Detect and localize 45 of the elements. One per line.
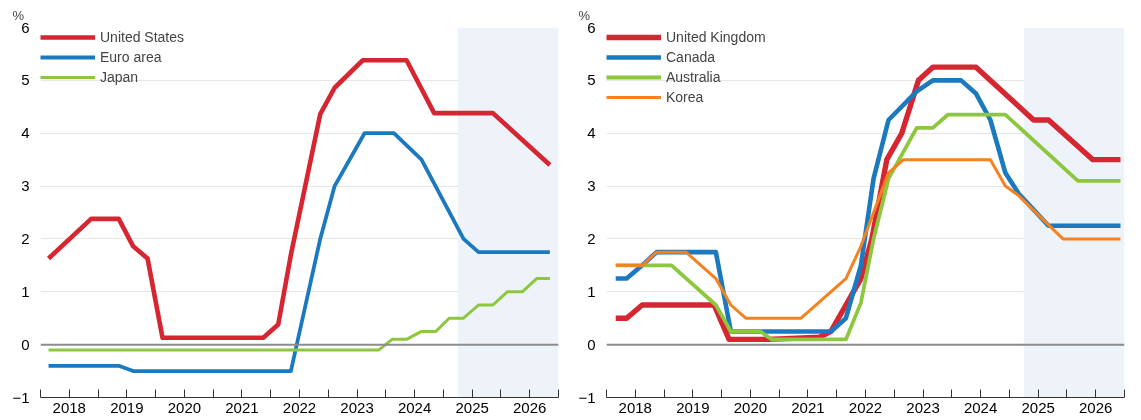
y-tick-label: 5 (587, 71, 596, 89)
x-tick-label: 2022 (848, 398, 883, 416)
x-tick-label: 2019 (676, 398, 710, 416)
y-axis-title: % (12, 7, 25, 23)
y-tick-label: 0 (587, 335, 596, 353)
legend-label: Australia (666, 69, 721, 85)
legend-label: United States (100, 29, 185, 45)
line-series (47, 277, 552, 352)
x-tick-label: 2026 (1079, 398, 1113, 416)
y-tick-label: 3 (21, 177, 30, 195)
x-tick-label: 2021 (225, 398, 259, 416)
line-series (46, 131, 552, 373)
legend-label: Korea (666, 89, 704, 105)
line-series (614, 158, 1122, 320)
x-tick-label: 2024 (397, 398, 432, 416)
x-tick-label: 2020 (733, 398, 768, 416)
y-tick-label: 3 (587, 177, 596, 195)
x-tick-label: 2018 (52, 398, 86, 416)
x-tick-label: 2019 (110, 398, 144, 416)
legend-label: Canada (666, 49, 716, 65)
x-tick-label: 2021 (791, 398, 825, 416)
x-tick-label: 2020 (167, 398, 202, 416)
x-tick-label: 2022 (282, 398, 317, 416)
legend-label: United Kingdom (666, 29, 766, 45)
x-tick-label: 2024 (963, 398, 998, 416)
y-tick-label: −1 (12, 388, 30, 406)
y-tick-label: 2 (21, 229, 30, 247)
y-tick-label: 4 (21, 124, 30, 142)
x-tick-label: 2025 (455, 398, 489, 416)
y-tick-label: 5 (21, 71, 30, 89)
x-tick-label: 2023 (340, 398, 374, 416)
y-tick-label: 1 (21, 282, 30, 300)
x-tick-label: 2026 (513, 398, 547, 416)
legend-label: Euro area (100, 49, 162, 65)
y-tick-label: 2 (587, 229, 596, 247)
y-tick-label: 1 (587, 282, 596, 300)
y-axis-title: % (578, 7, 591, 23)
y-tick-label: −1 (578, 388, 596, 406)
x-tick-label: 2025 (1021, 398, 1055, 416)
x-tick-label: 2023 (906, 398, 940, 416)
legend-label: Japan (100, 69, 139, 85)
x-tick-label: 2018 (618, 398, 652, 416)
line-series (613, 112, 1123, 342)
y-tick-label: 4 (587, 124, 596, 142)
y-tick-label: 0 (21, 335, 30, 353)
